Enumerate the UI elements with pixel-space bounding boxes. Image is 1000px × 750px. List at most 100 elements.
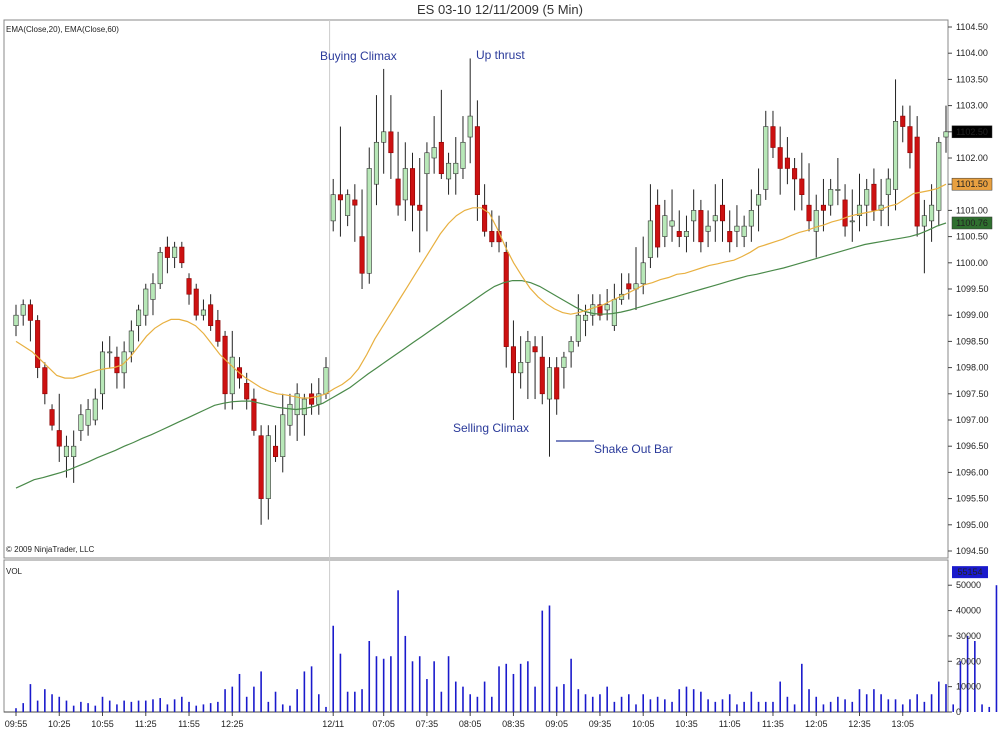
candle-up [99, 351, 106, 395]
price-tick-label: 1096.50 [956, 441, 989, 451]
candle-down [914, 136, 920, 227]
candle-down [309, 393, 315, 405]
volume-tick-label: 0 [956, 707, 961, 717]
candle-down [337, 194, 343, 201]
candle-up [20, 304, 26, 316]
candle-up [446, 162, 452, 180]
candle-up [381, 131, 387, 143]
candle-down [777, 147, 783, 169]
volume-tick-label: 40000 [956, 606, 981, 616]
candle-up [525, 341, 531, 363]
candle-up [640, 262, 646, 285]
candle-down [388, 131, 394, 154]
candle-up [921, 215, 927, 227]
candle-up [568, 341, 574, 353]
price-tick-label: 1103.00 [956, 101, 988, 111]
volume-tick-label: 20000 [956, 656, 981, 666]
price-tick-label: 1104.00 [956, 48, 988, 58]
candle-up [669, 220, 675, 227]
annotation-up-thrust: Up thrust [476, 48, 525, 62]
candle-up [143, 288, 149, 316]
indicator-label: EMA(Close,20), EMA(Close,60) [6, 25, 119, 34]
candle-up [294, 393, 300, 416]
volume-badge: 55154 [957, 567, 982, 577]
candle-up [705, 225, 711, 232]
candle-up [943, 131, 949, 138]
time-tick-label: 07:05 [372, 719, 395, 729]
candle-up [157, 252, 163, 285]
time-tick-label: 12/11 [322, 719, 344, 729]
candle-up [647, 220, 653, 258]
candle-down [27, 304, 33, 321]
candle-down [482, 204, 488, 232]
candle-down [532, 346, 538, 353]
candle-down [244, 383, 250, 400]
candle-up [929, 204, 935, 222]
candle-up [373, 141, 379, 185]
candle-up [280, 414, 286, 457]
time-tick-label: 10:35 [675, 719, 698, 729]
candle-up [885, 178, 891, 195]
candle-down [676, 231, 682, 237]
candle-up [813, 210, 819, 232]
candle-down [727, 231, 733, 243]
candle-down [698, 210, 704, 243]
time-tick-label: 12:35 [848, 719, 871, 729]
price-badge-box [951, 125, 993, 139]
candle-down [474, 126, 480, 195]
candle-down [719, 204, 726, 222]
candle-up [13, 314, 19, 326]
time-tick-label: 12:25 [221, 719, 244, 729]
candle-down [510, 346, 516, 374]
price-tick-label: 1100.50 [956, 232, 988, 242]
price-badge: 1100.76 [956, 218, 988, 228]
time-tick-label: 11:25 [135, 719, 157, 729]
candle-up [467, 115, 473, 138]
candle-down [820, 204, 826, 211]
candle-down [186, 278, 192, 295]
candle-up [330, 194, 336, 222]
candle-down [417, 204, 423, 211]
price-tick-label: 1098.50 [956, 336, 989, 346]
annotation-buying-climax: Buying Climax [320, 49, 397, 63]
price-badge: 1102.50 [956, 127, 988, 137]
ema20-line [15, 183, 947, 399]
price-tick-label: 1101.00 [956, 205, 988, 215]
candle-up [136, 309, 142, 326]
candle-up [345, 194, 351, 216]
candle-up [402, 168, 408, 201]
candle-down [626, 283, 632, 290]
candle-up [172, 246, 178, 258]
candle-down [272, 445, 279, 457]
time-tick-label: 09:55 [5, 719, 28, 729]
candle-up [107, 351, 113, 354]
volume-tick-label: 30000 [956, 631, 981, 641]
annotation-shake-out-bar: Shake Out Bar [594, 442, 673, 456]
time-tick-label: 10:25 [48, 719, 71, 729]
candle-up [431, 147, 437, 159]
candle-down [554, 367, 560, 400]
candle-up [460, 141, 466, 169]
candle-down [352, 199, 358, 206]
volume-panel-border [3, 559, 949, 713]
annotation-selling-climax: Selling Climax [453, 421, 529, 435]
candle-up [575, 314, 581, 342]
price-badge-box [951, 216, 993, 230]
candle-down [215, 320, 221, 342]
candle-up [128, 330, 134, 353]
candle-down [792, 168, 798, 180]
price-badge-box [951, 177, 993, 191]
candle-up [287, 403, 293, 426]
price-tick-label: 1100.00 [956, 258, 988, 268]
candle-up [683, 231, 689, 237]
volume-tick-label: 10000 [956, 682, 981, 692]
price-badge: 1101.50 [956, 179, 988, 189]
candle-up [546, 367, 553, 400]
candle-up [856, 204, 863, 216]
candle-down [655, 204, 661, 248]
time-tick-label: 11:55 [178, 719, 200, 729]
volume-badge-box [952, 566, 988, 579]
time-tick-label: 12:05 [805, 719, 828, 729]
candle-down [503, 252, 509, 347]
